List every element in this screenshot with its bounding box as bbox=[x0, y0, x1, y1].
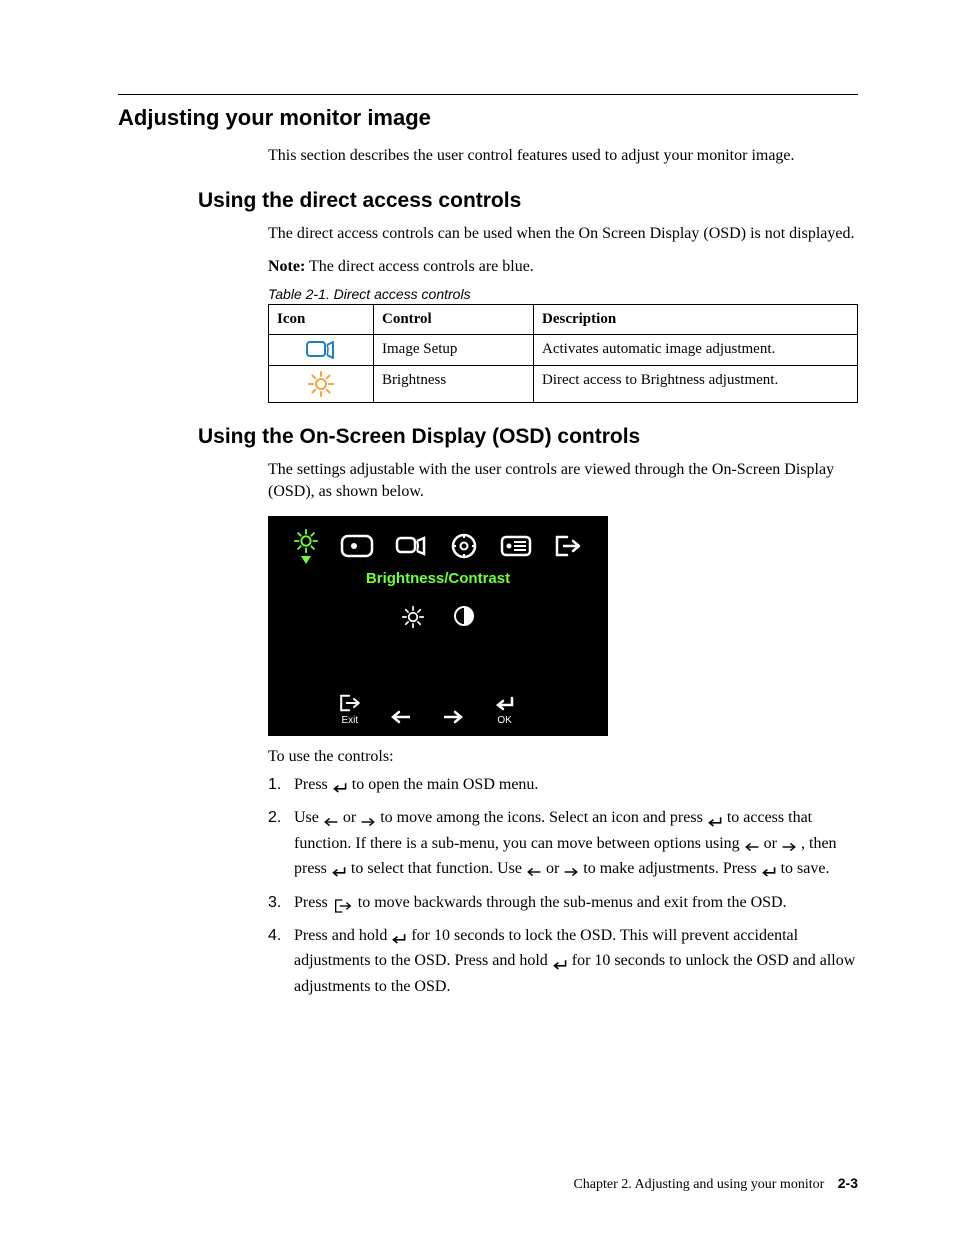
osd-image-position-icon bbox=[340, 534, 374, 558]
table-head-desc: Description bbox=[534, 305, 858, 335]
osd-right-arrow-icon bbox=[442, 708, 464, 725]
osd-active-indicator-icon bbox=[301, 556, 311, 564]
direct-access-paragraph: The direct access controls can be used w… bbox=[268, 223, 858, 245]
use-controls-intro: To use the controls: bbox=[268, 746, 858, 768]
enter-icon bbox=[332, 779, 348, 796]
note-text: The direct access controls are blue. bbox=[305, 258, 534, 275]
right-arrow-icon bbox=[563, 863, 579, 880]
osd-contrast-sub-icon bbox=[453, 605, 475, 629]
enter-icon bbox=[331, 863, 347, 880]
table-row: Brightness Direct access to Brightness a… bbox=[269, 366, 858, 403]
table-head-icon: Icon bbox=[269, 305, 374, 335]
table-head-control: Control bbox=[374, 305, 534, 335]
osd-left-arrow-icon bbox=[390, 708, 412, 725]
osd-panel: Brightness/Contrast Exit bbox=[268, 516, 608, 736]
osd-paragraph: The settings adjustable with the user co… bbox=[268, 459, 858, 502]
osd-image-properties-icon bbox=[449, 533, 479, 559]
right-arrow-icon bbox=[360, 812, 376, 829]
subsection-osd: Using the On-Screen Display (OSD) contro… bbox=[198, 425, 858, 449]
steps-list: Press to open the main OSD menu. Use or … bbox=[268, 774, 858, 998]
enter-icon bbox=[761, 863, 777, 880]
enter-icon bbox=[391, 930, 407, 947]
list-item: Press to move backwards through the sub-… bbox=[268, 892, 858, 917]
osd-exit-tab-icon bbox=[553, 534, 583, 558]
left-arrow-icon bbox=[744, 838, 760, 855]
subsection-direct-access: Using the direct access controls bbox=[198, 189, 858, 213]
osd-title: Brightness/Contrast bbox=[268, 570, 608, 587]
osd-image-setup-icon bbox=[395, 534, 427, 558]
table-cell-desc: Direct access to Brightness adjustment. bbox=[534, 366, 858, 403]
left-arrow-icon bbox=[526, 863, 542, 880]
table-caption: Table 2-1. Direct access controls bbox=[268, 286, 858, 302]
page-footer: Chapter 2. Adjusting and using your moni… bbox=[573, 1175, 858, 1193]
table-row: Image Setup Activates automatic image ad… bbox=[269, 335, 858, 366]
osd-exit-label: Exit bbox=[324, 715, 376, 726]
list-item: Press to open the main OSD menu. bbox=[268, 774, 858, 799]
table-cell-control: Brightness bbox=[374, 366, 534, 403]
osd-exit-button-icon bbox=[338, 695, 362, 712]
osd-brightness-tab-icon bbox=[293, 533, 319, 550]
list-item: Press and hold for 10 seconds to lock th… bbox=[268, 925, 858, 998]
right-arrow-icon bbox=[781, 838, 797, 855]
direct-access-table: Icon Control Description Image Setup Act… bbox=[268, 304, 858, 403]
brightness-icon bbox=[307, 376, 335, 392]
osd-options-icon bbox=[500, 534, 532, 558]
intro-paragraph: This section describes the user control … bbox=[268, 145, 858, 167]
table-cell-desc: Activates automatic image adjustment. bbox=[534, 335, 858, 366]
footer-chapter: Chapter 2. Adjusting and using your moni… bbox=[573, 1177, 824, 1192]
osd-ok-enter-icon bbox=[495, 695, 515, 712]
osd-ok-label: OK bbox=[479, 715, 531, 726]
osd-brightness-sub-icon bbox=[401, 605, 425, 629]
table-cell-control: Image Setup bbox=[374, 335, 534, 366]
note-label: Note: bbox=[268, 258, 305, 275]
section-heading: Adjusting your monitor image bbox=[118, 105, 858, 131]
note-line: Note: The direct access controls are blu… bbox=[268, 258, 858, 276]
left-arrow-icon bbox=[323, 812, 339, 829]
image-setup-icon bbox=[306, 342, 336, 358]
footer-page-number: 2-3 bbox=[838, 1175, 858, 1191]
enter-icon bbox=[552, 955, 568, 972]
exit-icon bbox=[332, 897, 354, 914]
list-item: Use or to move among the icons. Select a… bbox=[268, 807, 858, 883]
enter-icon bbox=[707, 812, 723, 829]
